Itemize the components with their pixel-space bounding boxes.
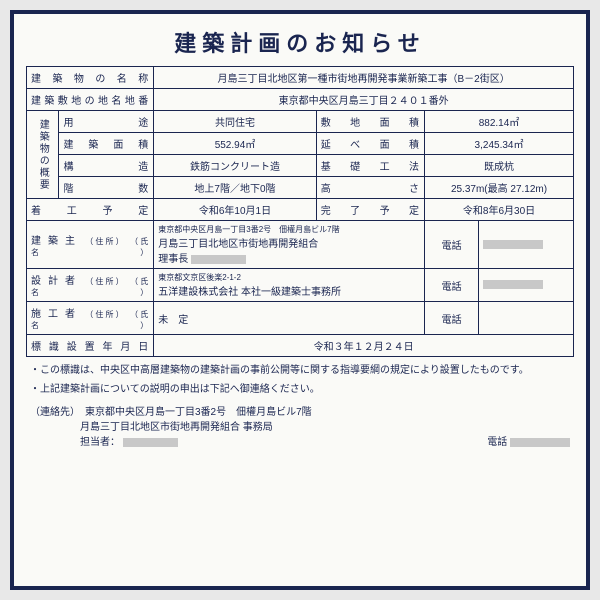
val-floors: 地上7階／地下0階 (154, 177, 316, 199)
lbl-foundation: 基 礎 工 法 (316, 155, 424, 177)
val-contractor: 未 定 (154, 302, 425, 335)
val-building-name: 月島三丁目北地区第一種市街地再開発事業新築工事（B－2街区） (154, 67, 574, 89)
val-floorarea: 3,245.34㎡ (425, 133, 574, 155)
info-table: 建築物の名称 月島三丁目北地区第一種市街地再開発事業新築工事（B－2街区） 建築… (26, 66, 574, 357)
contact-block: （連絡先） 東京都中央区月島一丁目3番2号 佃權月島ビル7階 月島三丁目北地区市… (26, 401, 574, 450)
val-end: 令和8年6月30日 (425, 199, 574, 221)
val-foundation: 既成杭 (425, 155, 574, 177)
lbl-start: 着 工 予 定 (27, 199, 154, 221)
lbl-signdate: 標識設置年月日 (27, 335, 154, 357)
lbl-address: 建築敷地の地名地番 (27, 89, 154, 111)
lbl-floors: 階 数 (59, 177, 154, 199)
notes-block: ・この標識は、中央区中高層建築物の建築計画の事前公開等に関する指導要綱の規定によ… (26, 357, 574, 397)
lbl-height: 高 さ (316, 177, 424, 199)
lbl-overview: 建築物の概要 (27, 111, 59, 199)
lbl-building-name: 建築物の名称 (27, 67, 154, 89)
lbl-tel2: 電話 (425, 269, 479, 302)
val-tel2 (479, 269, 574, 302)
lbl-designer: 設 計 者 （住所） （氏名） (27, 269, 154, 302)
val-tel3 (479, 302, 574, 335)
lbl-tel3: 電話 (425, 302, 479, 335)
notice-board: 建築計画のお知らせ 建築物の名称 月島三丁目北地区第一種市街地再開発事業新築工事… (10, 10, 590, 590)
lbl-structure: 構 造 (59, 155, 154, 177)
val-height: 25.37m(最高 27.12m) (425, 177, 574, 199)
val-sitearea: 882.14㎡ (425, 111, 574, 133)
val-signdate: 令和３年１２月２４日 (154, 335, 574, 357)
lbl-floorarea: 延 べ 面 積 (316, 133, 424, 155)
val-buildarea: 552.94㎡ (154, 133, 316, 155)
val-start: 令和6年10月1日 (154, 199, 316, 221)
lbl-owner: 建 築 主 （住所） （氏名） (27, 221, 154, 269)
val-use: 共同住宅 (154, 111, 316, 133)
lbl-sitearea: 敷 地 面 積 (316, 111, 424, 133)
val-address: 東京都中央区月島三丁目２４０１番外 (154, 89, 574, 111)
val-tel1 (479, 221, 574, 269)
lbl-end: 完 了 予 定 (316, 199, 424, 221)
val-designer: 東京都文京区後楽2-1-2 五洋建設株式会社 本社一級建築士事務所 (154, 269, 425, 302)
val-owner: 東京都中央区月島一丁目3番2号 佃權月島ビル7階 月島三丁目北地区市街地再開発組… (154, 221, 425, 269)
lbl-buildarea: 建 築 面 積 (59, 133, 154, 155)
lbl-contractor: 施 工 者 （住所） （氏名） (27, 302, 154, 335)
lbl-use: 用 途 (59, 111, 154, 133)
page-title: 建築計画のお知らせ (26, 22, 574, 66)
lbl-tel1: 電話 (425, 221, 479, 269)
val-structure: 鉄筋コンクリート造 (154, 155, 316, 177)
